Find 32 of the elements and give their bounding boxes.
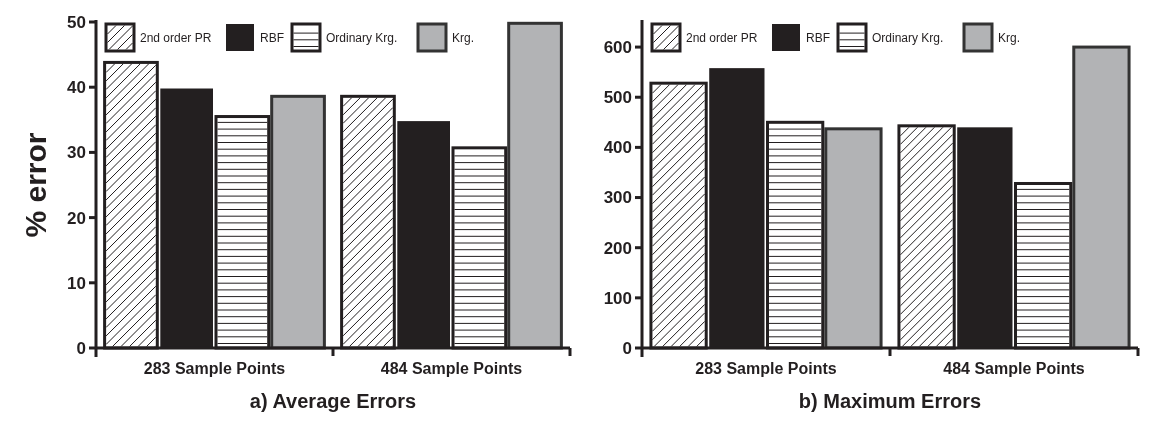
x-tick-label: 283 Sample Points: [143, 360, 286, 377]
y-tick-label: 0: [622, 338, 632, 358]
x-tick-label: 283 Sample Points: [695, 360, 837, 377]
text: b) Maximum Errors: [798, 390, 982, 412]
y-tick-label: 500: [603, 88, 632, 108]
y-tick-label: 600: [603, 38, 632, 58]
y-axis-title: % error: [19, 132, 52, 238]
bar: [270, 94, 326, 350]
legend-label: 2nd order PR: [686, 31, 758, 46]
legend-label: Krg.: [998, 31, 1021, 46]
y-tick-label: 400: [603, 138, 632, 158]
y-tick-label: 100: [603, 288, 632, 308]
legend-label: Ordinary Krg.: [326, 31, 398, 46]
y-tick-label: 200: [603, 238, 632, 258]
y-tick-label: 300: [603, 188, 632, 208]
y-tick-label: 30: [67, 143, 86, 163]
legend-label: Krg.: [452, 31, 475, 46]
y-tick-label: 40: [67, 78, 86, 98]
y-tick-label: 0: [76, 338, 86, 358]
y-tick-label: 20: [67, 208, 86, 228]
legend-label: RBF: [260, 31, 284, 46]
text: a) Average Errors: [249, 390, 417, 412]
bar: [824, 127, 883, 350]
legend-label: 2nd order PR: [140, 31, 212, 46]
bar: [1072, 45, 1131, 350]
legend-label: Ordinary Krg.: [872, 31, 944, 46]
x-tick-label: 484 Sample Points: [943, 360, 1085, 377]
y-tick-label: 10: [67, 273, 86, 293]
legend-label: RBF: [806, 31, 830, 46]
x-tick-label: 484 Sample Points: [380, 360, 523, 377]
bar: [507, 21, 563, 350]
y-tick-label: 50: [67, 12, 86, 32]
